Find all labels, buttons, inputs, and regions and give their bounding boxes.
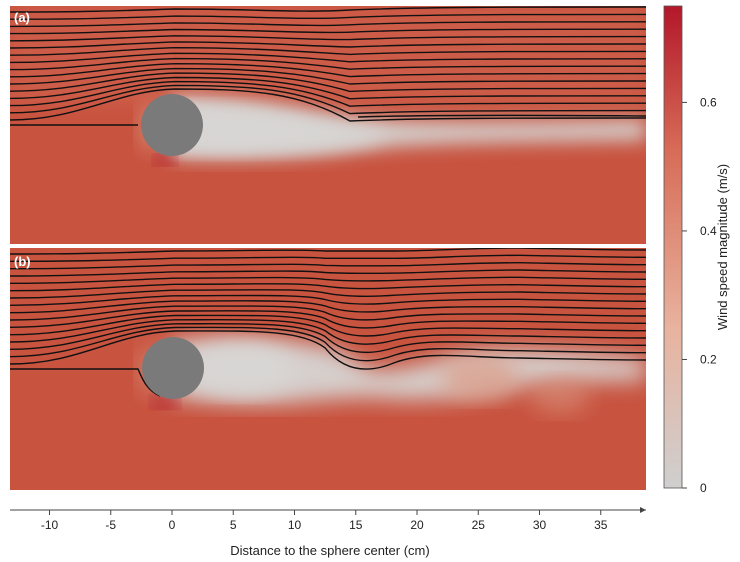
x-tick-label: 15 bbox=[349, 518, 363, 532]
panel-b-label: (b) bbox=[14, 254, 31, 269]
colorbar-gradient bbox=[663, 5, 683, 489]
x-tick-label: 5 bbox=[230, 518, 237, 532]
streamline-a bbox=[10, 80, 646, 107]
panel-a-upper-band bbox=[10, 6, 646, 106]
streamline-a bbox=[10, 13, 646, 20]
streamline-b bbox=[10, 289, 646, 299]
panel-a: (a) bbox=[10, 6, 646, 244]
x-axis-title: Distance to the sphere center (cm) bbox=[230, 543, 429, 558]
streamline-b bbox=[10, 300, 646, 314]
streamline-a bbox=[10, 28, 646, 35]
streamline-a bbox=[10, 57, 646, 71]
colorbar-ticks: 0 0.2 0.4 0.6 bbox=[682, 95, 717, 495]
streamline-b bbox=[10, 330, 646, 370]
x-tick-label: 10 bbox=[288, 518, 302, 532]
x-tick-label: -5 bbox=[105, 518, 116, 532]
panel-a-sphere bbox=[141, 94, 203, 156]
x-tick-label: 35 bbox=[594, 518, 608, 532]
streamline-a-wake bbox=[357, 114, 646, 118]
x-axis-arrow bbox=[640, 507, 646, 513]
streamline-b bbox=[10, 318, 646, 345]
streamline-a bbox=[10, 84, 646, 115]
x-tick-label: 0 bbox=[169, 518, 176, 532]
streamline-b bbox=[10, 276, 646, 284]
x-tick-label: 25 bbox=[472, 518, 486, 532]
streamline-a bbox=[10, 88, 646, 122]
panel-a-wake-core bbox=[172, 106, 380, 152]
colorbar-tick-label: 0.4 bbox=[700, 224, 717, 238]
colorbar: 0 0.2 0.4 0.6 Wind speed magnitude (m/s) bbox=[663, 5, 730, 495]
streamline-a bbox=[10, 62, 646, 78]
streamline-a bbox=[10, 76, 646, 100]
panel-b-streamlines bbox=[10, 248, 646, 397]
colorbar-tick-label: 0.2 bbox=[700, 352, 717, 366]
panel-b-wake-patch-far bbox=[530, 378, 590, 414]
streamline-a bbox=[10, 41, 646, 49]
panel-a-label: (a) bbox=[14, 10, 30, 25]
streamline-b bbox=[10, 323, 646, 354]
streamline-a bbox=[10, 72, 646, 93]
x-ticks: -10 -5 0 5 10 15 20 25 30 35 bbox=[41, 510, 608, 532]
streamline-b bbox=[10, 269, 646, 277]
panel-b-wake-patch bbox=[440, 356, 520, 400]
streamline-b bbox=[10, 261, 646, 270]
streamline-b bbox=[10, 254, 646, 262]
panel-a-high-speed-lower bbox=[155, 155, 175, 165]
panel-b-sphere bbox=[142, 337, 204, 399]
streamline-b bbox=[10, 305, 646, 321]
panel-b-wake bbox=[172, 339, 646, 404]
x-tick-label: -10 bbox=[41, 518, 59, 532]
streamline-a bbox=[10, 67, 646, 85]
panel-b-wake-core bbox=[185, 342, 295, 394]
streamline-b bbox=[10, 314, 646, 337]
streamline-a bbox=[10, 6, 646, 13]
streamline-a bbox=[10, 21, 646, 28]
streamline-b bbox=[10, 294, 646, 306]
streamline-a bbox=[10, 35, 646, 42]
panel-b-high-speed-lower bbox=[153, 396, 177, 408]
streamline-b bbox=[10, 310, 646, 329]
streamline-a bbox=[10, 46, 646, 56]
streamline-a bbox=[10, 52, 646, 64]
x-tick-label: 20 bbox=[410, 518, 424, 532]
panel-a-streamlines bbox=[10, 6, 646, 126]
streamline-b bbox=[10, 326, 646, 362]
colorbar-tick-label: 0.6 bbox=[700, 95, 717, 109]
streamline-b bbox=[10, 283, 646, 292]
colorbar-tick-label: 0 bbox=[700, 481, 707, 495]
x-tick-label: 30 bbox=[533, 518, 547, 532]
panel-b: (b) bbox=[10, 248, 646, 490]
colorbar-title: Wind speed magnitude (m/s) bbox=[715, 164, 730, 330]
x-axis: -10 -5 0 5 10 15 20 25 30 35 Distance to the sphe… bbox=[10, 507, 646, 558]
streamline-b bbox=[10, 248, 646, 255]
